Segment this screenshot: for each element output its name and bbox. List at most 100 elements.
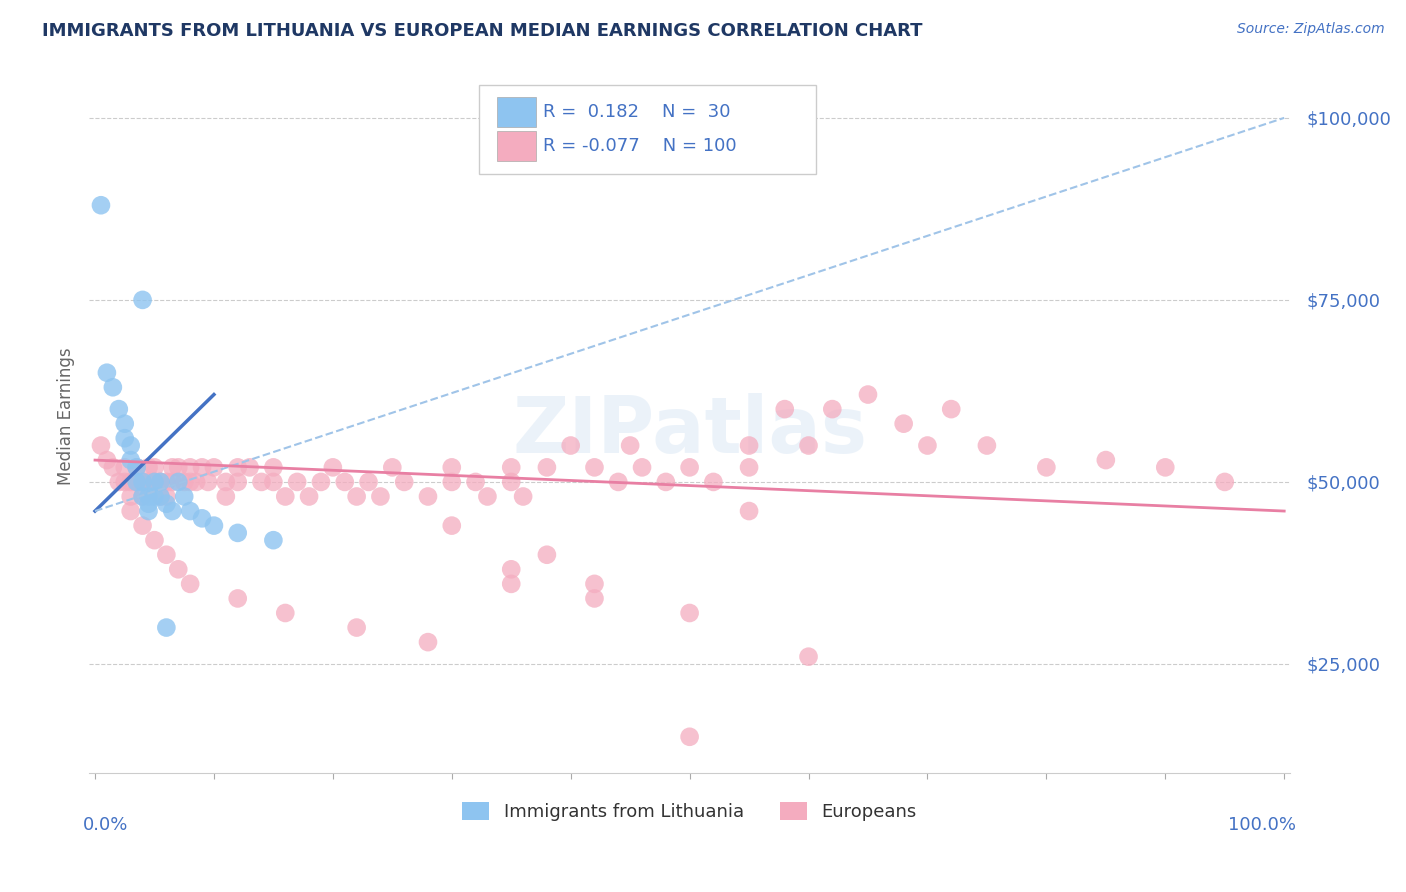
Point (262, 475, 284, 489)
Point (125, 475, 148, 489)
Point (155, 475, 177, 489)
Point (96, 453, 118, 467)
Point (138, 475, 160, 489)
Point (773, 402, 796, 417)
Point (101, 460, 124, 475)
Point (114, 460, 136, 475)
Point (155, 548, 177, 562)
Point (138, 490, 160, 504)
Point (607, 475, 630, 489)
Point (501, 577, 523, 591)
Point (215, 475, 238, 489)
Point (619, 438, 641, 452)
Point (501, 475, 523, 489)
Point (893, 417, 915, 431)
Point (1154, 460, 1177, 475)
Point (856, 387, 879, 401)
Text: 0.0%: 0.0% (83, 816, 128, 834)
Text: IMMIGRANTS FROM LITHUANIA VS EUROPEAN MEDIAN EARNINGS CORRELATION CHART: IMMIGRANTS FROM LITHUANIA VS EUROPEAN ME… (42, 22, 922, 40)
Point (416, 490, 439, 504)
Point (226, 525, 249, 540)
Point (131, 475, 153, 489)
Point (191, 460, 214, 475)
Point (120, 504, 142, 518)
FancyBboxPatch shape (498, 131, 536, 161)
Point (917, 438, 939, 452)
Point (131, 293, 153, 307)
Legend: Immigrants from Lithuania, Europeans: Immigrants from Lithuania, Europeans (456, 795, 924, 829)
Point (346, 490, 368, 504)
Point (381, 460, 404, 475)
Point (631, 460, 654, 475)
Point (90, 198, 112, 212)
Point (162, 504, 184, 518)
Point (179, 504, 201, 518)
Point (1213, 475, 1236, 489)
Point (536, 548, 558, 562)
Y-axis label: Median Earnings: Median Earnings (58, 348, 75, 485)
Point (101, 380, 124, 394)
Point (738, 460, 761, 475)
Point (131, 475, 153, 489)
Point (797, 649, 820, 664)
Point (114, 431, 136, 445)
Text: R =  0.182    N =  30: R = 0.182 N = 30 (543, 103, 731, 121)
Point (167, 475, 190, 489)
Point (155, 621, 177, 635)
FancyBboxPatch shape (498, 97, 536, 128)
Point (583, 577, 606, 591)
Point (131, 518, 153, 533)
Point (143, 475, 166, 489)
Point (149, 475, 172, 489)
Point (501, 562, 523, 576)
Point (173, 475, 195, 489)
Point (821, 402, 844, 417)
Point (162, 475, 184, 489)
Point (107, 475, 129, 489)
Point (202, 518, 225, 533)
Point (138, 497, 160, 511)
Point (392, 475, 415, 489)
Text: ZIPatlas: ZIPatlas (512, 392, 868, 468)
Point (143, 460, 166, 475)
Point (120, 475, 142, 489)
Point (138, 460, 160, 475)
Point (107, 402, 129, 417)
Point (274, 606, 297, 620)
Point (440, 518, 463, 533)
Point (285, 475, 308, 489)
Point (184, 475, 207, 489)
Point (125, 460, 148, 475)
Point (226, 475, 249, 489)
Point (678, 730, 700, 744)
Point (120, 453, 142, 467)
Point (370, 490, 392, 504)
Point (226, 591, 249, 606)
Point (167, 460, 190, 475)
Point (149, 475, 172, 489)
Point (114, 417, 136, 431)
Point (96, 366, 118, 380)
Point (357, 475, 380, 489)
Point (583, 460, 606, 475)
Point (114, 475, 136, 489)
Point (440, 460, 463, 475)
Point (655, 475, 678, 489)
Text: 100.0%: 100.0% (1229, 816, 1296, 834)
Point (678, 606, 700, 620)
Point (976, 438, 998, 452)
Point (143, 490, 166, 504)
Point (149, 490, 172, 504)
Point (1035, 460, 1057, 475)
Point (440, 475, 463, 489)
Point (464, 475, 486, 489)
Text: R = -0.077    N = 100: R = -0.077 N = 100 (543, 137, 737, 155)
Point (536, 460, 558, 475)
Point (322, 460, 344, 475)
Point (1095, 453, 1118, 467)
Point (678, 460, 700, 475)
Point (250, 475, 273, 489)
Text: Source: ZipAtlas.com: Source: ZipAtlas.com (1237, 22, 1385, 37)
Point (149, 490, 172, 504)
Point (179, 577, 201, 591)
